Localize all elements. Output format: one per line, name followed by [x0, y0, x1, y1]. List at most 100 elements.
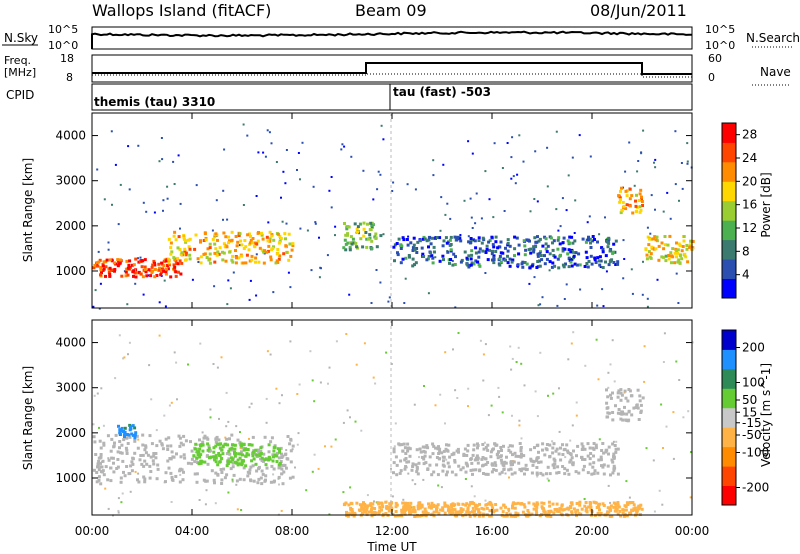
range-cell — [143, 477, 147, 481]
range-cell — [199, 261, 203, 265]
range-cell — [555, 507, 559, 511]
range-cell — [151, 269, 155, 273]
scatter-cell — [474, 222, 477, 225]
range-cell — [272, 238, 276, 242]
colorbar-swatch — [722, 161, 736, 182]
nsky-tick-top: 10^5 — [48, 23, 78, 36]
scatter-cell — [391, 495, 394, 498]
range-cell — [568, 241, 571, 245]
range-cell — [609, 514, 613, 518]
scatter-cell — [305, 489, 308, 492]
range-cell — [438, 236, 442, 240]
range-cell — [284, 466, 288, 470]
range-cell — [362, 508, 366, 512]
range-cell — [582, 464, 586, 468]
scatter-cell — [128, 188, 131, 191]
scatter-cell — [218, 417, 220, 420]
range-cell — [406, 243, 410, 247]
range-cell — [522, 454, 526, 458]
range-cell — [431, 236, 434, 240]
range-cell — [608, 506, 612, 510]
scatter-cell — [223, 148, 226, 151]
range-cell — [568, 235, 572, 239]
range-cell — [609, 504, 613, 508]
range-cell — [381, 505, 385, 509]
range-cell — [99, 266, 103, 269]
range-cell — [605, 448, 609, 452]
range-cell — [162, 264, 166, 268]
scatter-cell — [330, 206, 333, 209]
range-cell — [483, 457, 487, 461]
range-cell — [348, 512, 352, 516]
beam-title: Beam 09 — [355, 1, 427, 20]
range-cell — [153, 261, 156, 265]
colorbar-swatch — [722, 427, 736, 448]
range-cell — [516, 263, 520, 267]
range-cell — [559, 446, 562, 450]
range-cell — [474, 251, 478, 255]
range-cell — [590, 472, 594, 476]
range-cell — [596, 505, 600, 509]
time-axis-label: Time UT — [366, 540, 417, 554]
scatter-cell — [119, 183, 122, 186]
range-cell — [476, 461, 480, 465]
range-cell — [548, 443, 552, 447]
scatter-cell — [201, 431, 204, 434]
range-cell — [492, 447, 495, 451]
scatter-cell — [231, 478, 234, 481]
range-cell — [240, 463, 244, 467]
range-cell — [446, 508, 450, 512]
range-cell — [366, 222, 369, 226]
range-cell — [241, 261, 245, 265]
range-cell — [258, 246, 262, 250]
range-cell — [219, 442, 223, 446]
scatter-cell — [434, 256, 437, 259]
range-cell — [560, 503, 564, 507]
range-cell — [639, 503, 643, 507]
range-cell — [272, 455, 275, 459]
range-cell — [124, 270, 128, 274]
range-cell — [216, 238, 219, 242]
range-cell — [523, 244, 527, 248]
scatter-cell — [348, 293, 351, 296]
range-cell — [612, 452, 616, 456]
range-cell — [445, 241, 449, 245]
range-cell — [432, 245, 436, 249]
range-cell — [587, 505, 591, 509]
range-cell — [403, 504, 407, 508]
range-cell — [443, 511, 447, 515]
range-cell — [95, 261, 99, 265]
range-cell — [231, 458, 235, 462]
range-cell — [541, 473, 545, 477]
range-cell — [508, 444, 512, 448]
range-cell — [563, 472, 567, 476]
range-cell — [121, 459, 125, 463]
range-cell — [169, 241, 173, 245]
range-cell — [284, 452, 288, 456]
range-cell — [268, 230, 272, 234]
range-cell — [132, 274, 135, 278]
range-cell — [527, 248, 531, 252]
scatter-cell — [196, 443, 199, 446]
range-cell — [467, 240, 471, 244]
range-cell — [660, 255, 664, 259]
range-cell — [676, 260, 680, 264]
scatter-cell — [179, 227, 181, 230]
range-cell — [361, 511, 364, 515]
range-cell — [208, 252, 212, 256]
scatter-cell — [498, 395, 501, 398]
scatter-cell — [604, 216, 606, 219]
range-cell — [133, 271, 137, 275]
range-cell — [640, 200, 644, 203]
range-cell — [262, 261, 266, 265]
range-cell — [104, 265, 108, 269]
range-cell — [256, 449, 259, 452]
range-cell — [619, 391, 623, 395]
range-cell — [450, 470, 454, 474]
range-cell — [506, 238, 510, 242]
range-cell — [441, 244, 445, 248]
scatter-cell — [439, 229, 442, 232]
range-cell — [540, 258, 544, 262]
range-cell — [666, 243, 670, 247]
